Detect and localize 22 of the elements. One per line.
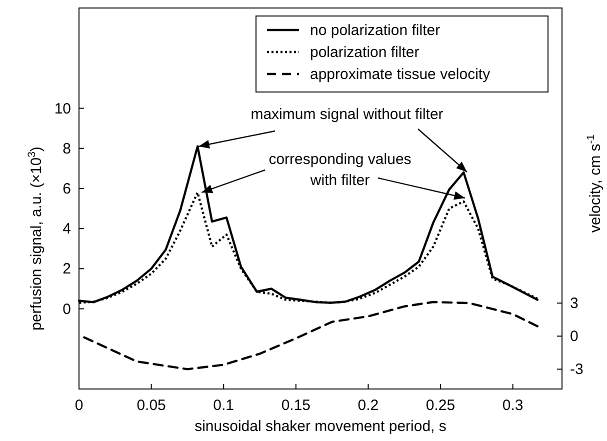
x-tick-label: 0.1 bbox=[213, 397, 234, 414]
y-tick-label: 6 bbox=[62, 180, 71, 198]
annotation: maximum signal without filter bbox=[250, 106, 444, 123]
x-tick-label: 0.15 bbox=[281, 397, 311, 414]
y-tick-label: 4 bbox=[62, 220, 71, 238]
y2-tick-label: 3 bbox=[570, 295, 578, 312]
annotation: corresponding values with filter bbox=[268, 151, 412, 189]
y-tick-label: 8 bbox=[62, 140, 71, 158]
x-tick-label: 0.3 bbox=[502, 397, 524, 414]
y-tick-label: 10 bbox=[54, 100, 71, 118]
y-tick-label: 0 bbox=[62, 300, 71, 318]
y2-tick-label: -3 bbox=[570, 361, 584, 378]
y-tick-label: 2 bbox=[62, 260, 71, 278]
x-tick-label: 0.25 bbox=[426, 397, 456, 414]
x-tick-label: 0 bbox=[74, 397, 84, 414]
legend-label: no polarization filter bbox=[310, 22, 440, 39]
x-tick-label: 0.05 bbox=[136, 397, 166, 414]
legend-label: polarization filter bbox=[310, 44, 420, 61]
x-tick-label: 0.2 bbox=[358, 397, 379, 414]
y2-tick-label: 0 bbox=[570, 328, 578, 346]
x-axis-title: sinusoidal shaker movement period, s bbox=[194, 418, 446, 435]
legend-label: approximate tissue velocity bbox=[310, 66, 491, 83]
